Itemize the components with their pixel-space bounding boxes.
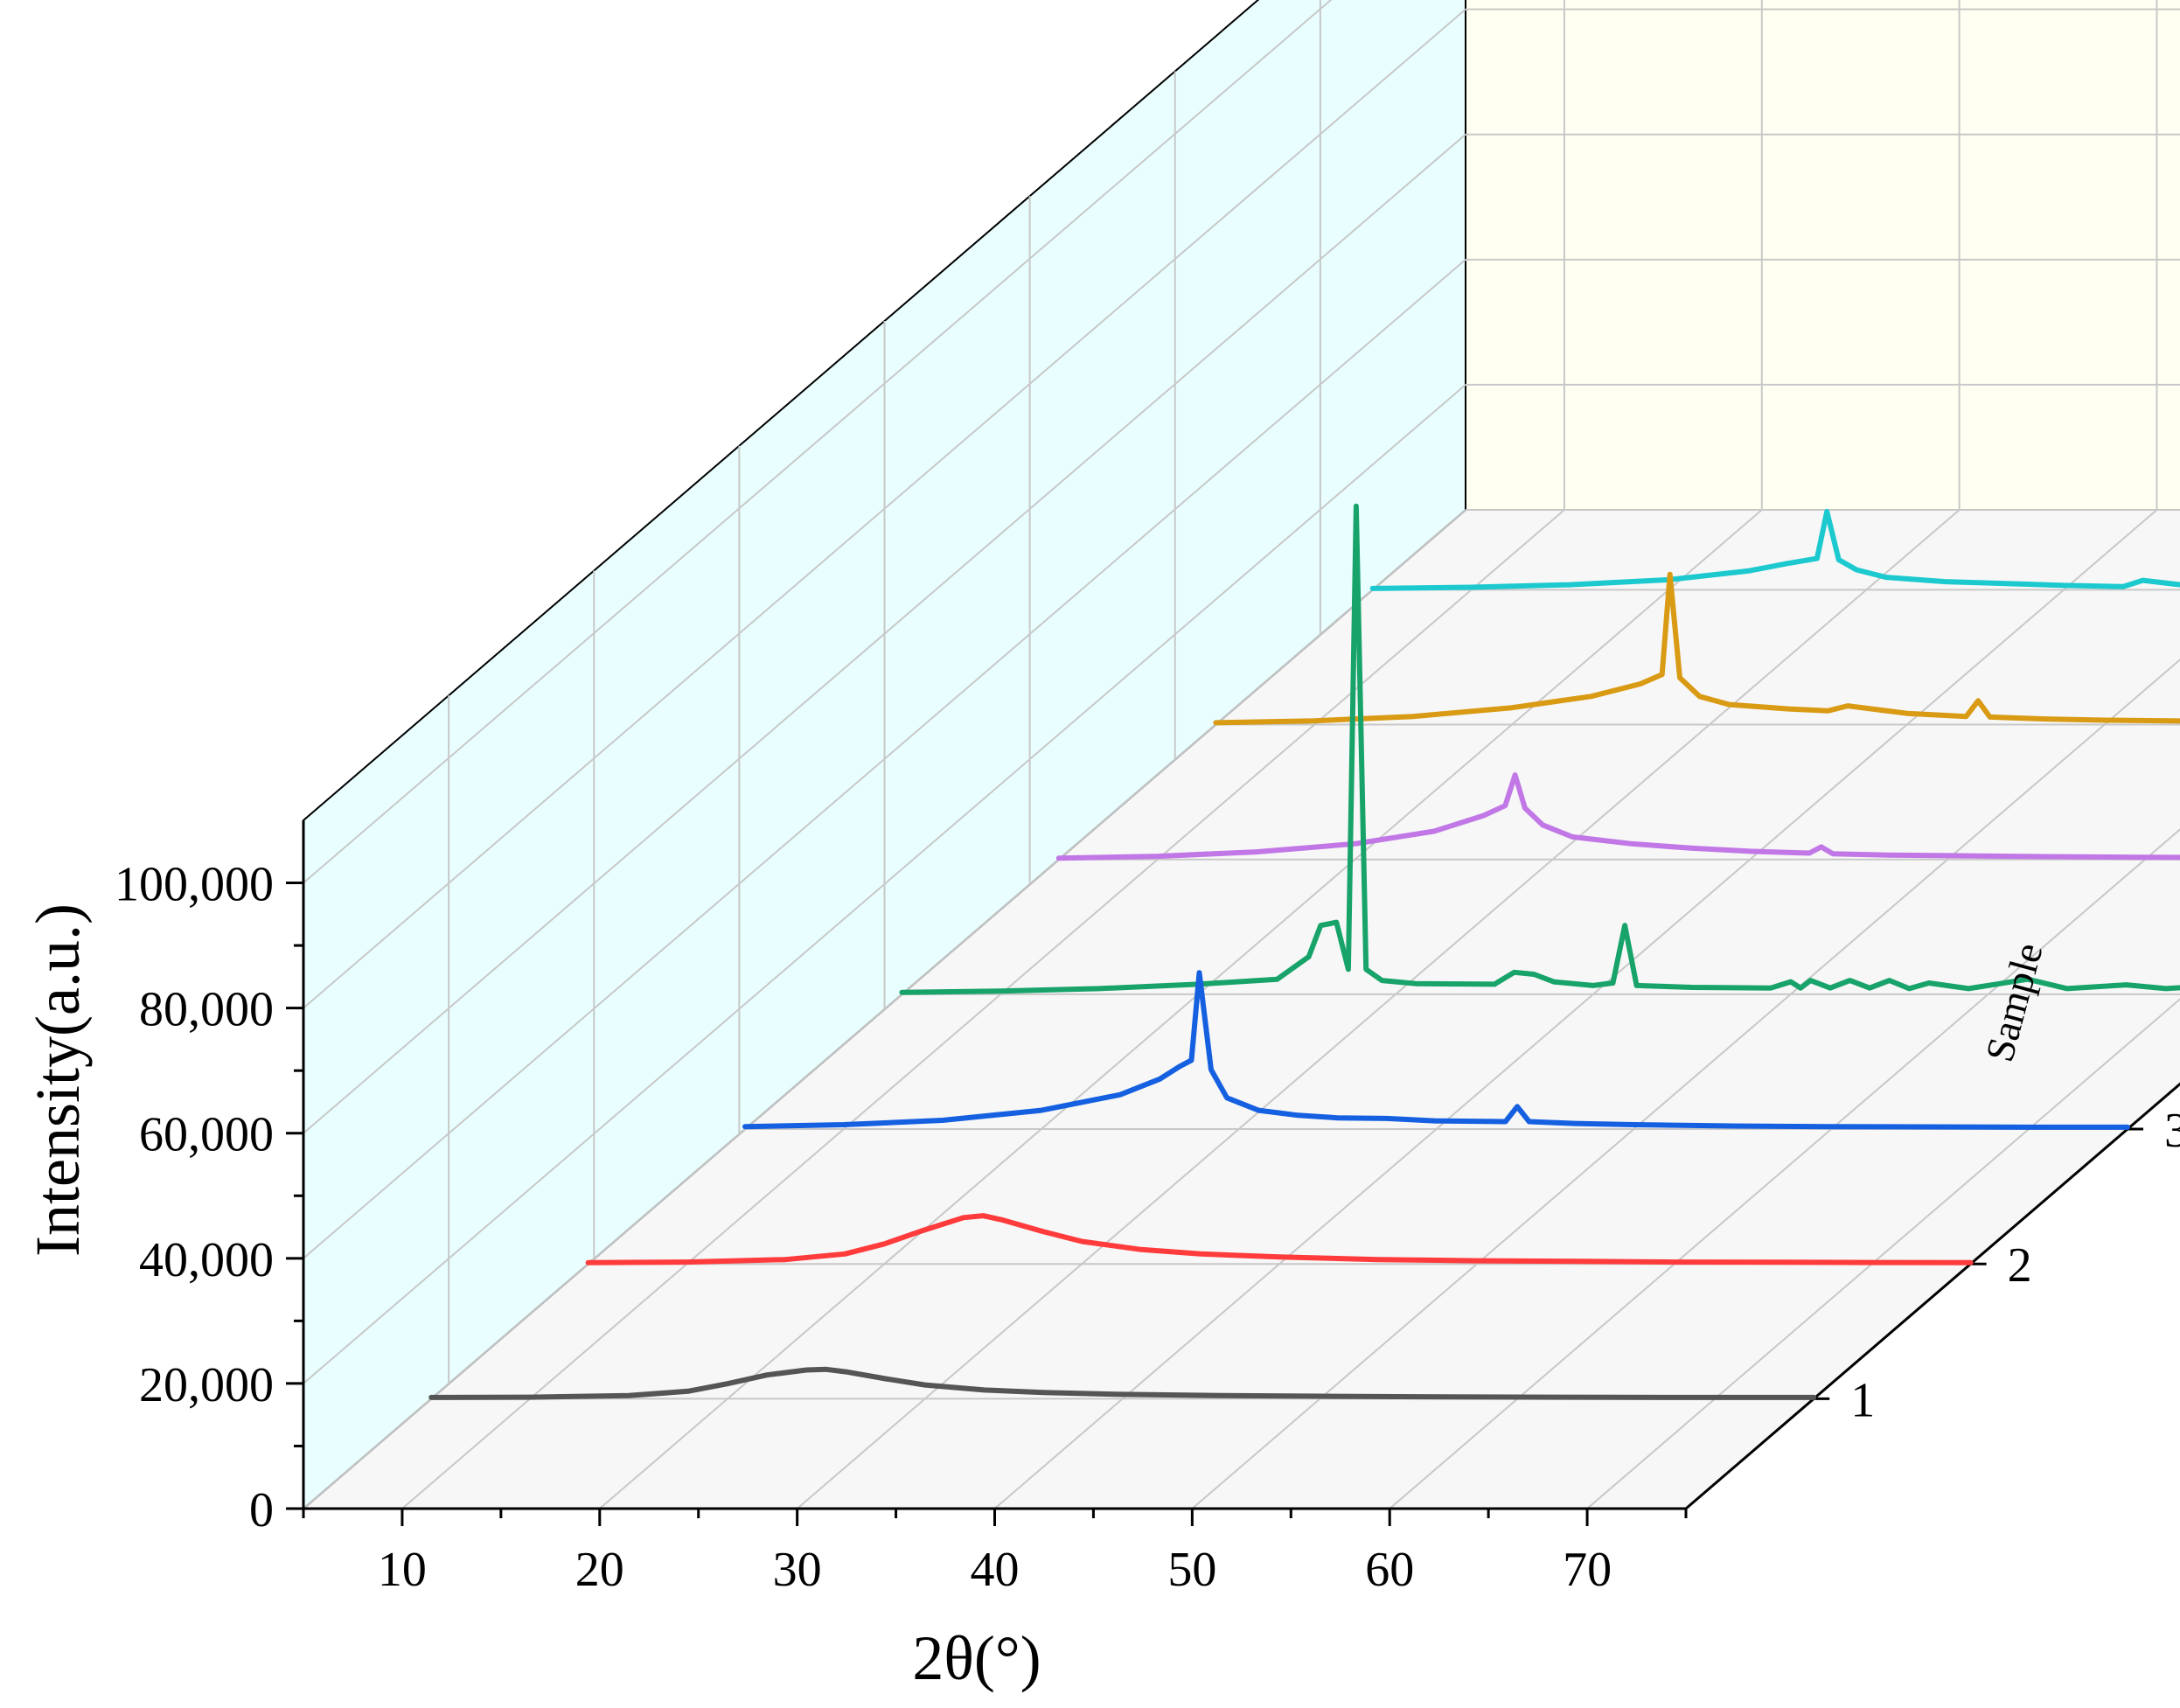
floor-grid-line	[1586, 998, 2180, 1509]
series-line-sample-1	[428, 1366, 1817, 1400]
x-axis-title: 2θ(°)	[912, 1623, 1041, 1693]
series-line-sample-5	[1055, 772, 2180, 861]
y-tick-label: 40,000	[139, 1233, 274, 1287]
floor-grid-line	[599, 509, 1763, 1509]
y-tick-label: 0	[249, 1483, 274, 1537]
series-line-sample-6	[1213, 571, 2180, 726]
floor-grid-line	[1191, 658, 2180, 1509]
x-tick-label: 60	[1365, 1543, 1414, 1597]
series-line-sample-4	[899, 503, 2180, 995]
chart-walls	[301, 0, 2180, 1511]
sample-axis-line	[1685, 1082, 2180, 1510]
sample-tick-label: 1	[1850, 1373, 1875, 1427]
x-tick-label: 70	[1563, 1543, 1612, 1597]
y-tick-label: 60,000	[139, 1108, 274, 1162]
series-line-sample-7	[1369, 508, 2180, 591]
chart-series	[428, 503, 2180, 1400]
series-line-sample-3	[742, 970, 2130, 1130]
x-tick-label: 30	[773, 1543, 822, 1597]
back-wall	[1465, 0, 2180, 511]
sample-tick-label: 3	[2164, 1104, 2180, 1158]
floor-grid-line	[796, 509, 1961, 1509]
x-tick-label: 10	[378, 1543, 427, 1597]
floor-grid-line	[993, 509, 2158, 1509]
chart-axes	[286, 820, 2180, 1526]
chart-grid	[303, 0, 2180, 1509]
series-line-sample-2	[585, 1213, 1974, 1265]
y-axis-title: Intensity(a.u.)	[23, 903, 93, 1257]
sample-tick-label: 2	[2008, 1238, 2032, 1293]
y-tick-label: 20,000	[139, 1358, 274, 1412]
y-tick-label: 80,000	[139, 983, 274, 1037]
x-tick-label: 20	[575, 1543, 624, 1597]
floor-grid-line	[1389, 828, 2180, 1509]
y-tick-label: 100,000	[115, 858, 274, 912]
chart-labels: 2θ(°) Intensity(a.u.) Sample 020,00040,0…	[23, 858, 2180, 1693]
x-tick-label: 40	[971, 1543, 1020, 1597]
x-tick-label: 50	[1167, 1543, 1216, 1597]
floor-grid-line	[401, 509, 1565, 1509]
